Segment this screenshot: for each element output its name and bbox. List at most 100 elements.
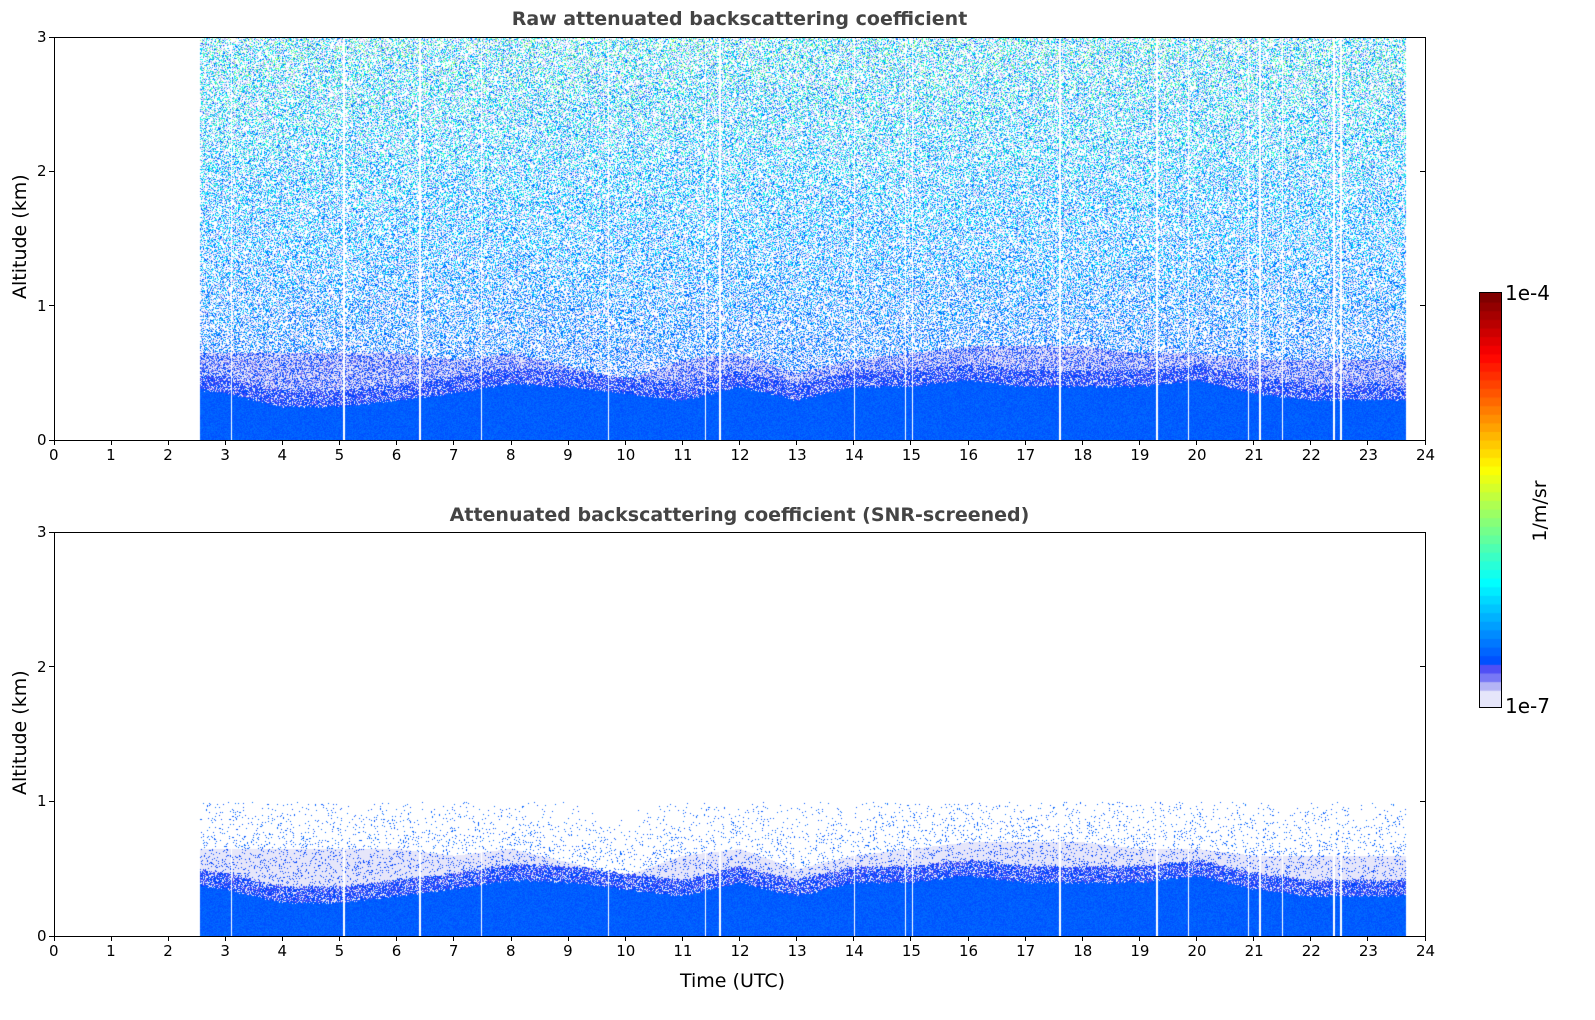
x-tick — [796, 936, 798, 941]
x-tick-label: 2 — [163, 942, 173, 960]
x-tick-label: 7 — [448, 942, 459, 960]
y-tick — [49, 439, 54, 441]
x-tick-label: 22 — [1301, 446, 1321, 464]
x-tick — [224, 440, 226, 445]
x-tick — [967, 440, 969, 445]
x-tick — [453, 440, 455, 445]
x-tick — [53, 440, 55, 445]
x-tick-label: 2 — [163, 446, 173, 464]
y-tick-label: 1 — [37, 296, 47, 315]
x-tick — [53, 936, 55, 941]
x-tick — [739, 440, 740, 445]
x-tick — [681, 936, 683, 941]
x-tick-label: 15 — [901, 446, 921, 464]
x-tick-label: 21 — [1244, 446, 1264, 464]
x-tick-label: 16 — [959, 942, 979, 960]
y-tick — [49, 305, 54, 307]
x-tick — [396, 440, 398, 445]
x-tick-label: 5 — [334, 942, 345, 960]
y-tick — [49, 531, 54, 533]
x-tick-label: 4 — [277, 446, 288, 464]
x-tick-label: 5 — [334, 446, 345, 464]
x-tick — [1024, 440, 1026, 445]
x-tick — [339, 936, 341, 941]
x-tick-label: 17 — [1016, 446, 1036, 464]
x-tick — [853, 936, 855, 941]
x-tick-label: 0 — [49, 942, 59, 960]
x-tick-label: 11 — [673, 942, 693, 960]
y-tick-right — [1420, 170, 1425, 172]
x-tick-label: 8 — [506, 446, 516, 464]
x-tick-label: 9 — [563, 942, 573, 960]
x-tick — [167, 936, 169, 941]
x-tick-label: 12 — [730, 942, 750, 960]
x-tick — [453, 936, 455, 941]
x-tick-label: 3 — [220, 446, 230, 464]
x-tick — [1081, 440, 1083, 445]
x-tick-label: 15 — [901, 942, 921, 960]
x-tick — [1138, 440, 1140, 445]
x-tick — [1196, 936, 1197, 941]
top-panel-title: Raw attenuated backscattering coefficien… — [511, 8, 968, 30]
x-tick — [739, 936, 740, 941]
x-tick-label: 23 — [1358, 942, 1378, 960]
x-tick-label: 8 — [506, 942, 516, 960]
x-tick — [510, 936, 512, 941]
x-tick-label: 1 — [106, 942, 116, 960]
x-tick-label: 18 — [1073, 942, 1093, 960]
y-tick — [49, 666, 54, 668]
x-tick-label: 10 — [616, 942, 636, 960]
x-tick-label: 0 — [49, 446, 59, 464]
x-tick-label: 24 — [1416, 446, 1436, 464]
x-tick — [1138, 936, 1140, 941]
x-tick — [567, 936, 569, 941]
y-tick-right — [1420, 531, 1425, 533]
x-tick — [282, 440, 283, 445]
bottom-y-axis-label: Altitude (km) — [9, 670, 31, 795]
x-tick-label: 6 — [391, 942, 402, 960]
colorbar-min-label: 1e-7 — [1505, 694, 1550, 718]
y-tick-label: 2 — [37, 162, 47, 181]
colorbar-max-label: 1e-4 — [1505, 281, 1550, 305]
y-tick — [49, 800, 54, 802]
x-tick-label: 23 — [1358, 446, 1378, 464]
x-tick — [567, 440, 569, 445]
y-tick-right — [1420, 800, 1425, 802]
x-tick — [796, 440, 798, 445]
x-tick-label: 14 — [844, 942, 864, 960]
x-tick — [1081, 936, 1083, 941]
x-tick-label: 11 — [673, 446, 693, 464]
x-tick-label: 9 — [563, 446, 573, 464]
x-tick — [1367, 936, 1369, 941]
top-heatmap — [54, 37, 1425, 440]
x-tick-label: 7 — [448, 446, 459, 464]
y-tick-right — [1420, 935, 1425, 937]
x-tick — [1253, 440, 1255, 445]
x-tick-label: 1 — [106, 446, 116, 464]
x-tick-label: 22 — [1301, 942, 1321, 960]
y-tick-right — [1420, 36, 1425, 38]
x-tick — [339, 440, 341, 445]
bottom-axes-frame — [54, 532, 1426, 937]
bottom-panel-title: Attenuated backscattering coefficient (S… — [449, 504, 1030, 526]
x-tick — [1310, 440, 1312, 445]
x-axis-label: Time (UTC) — [680, 970, 786, 992]
x-tick-label: 13 — [787, 446, 807, 464]
x-tick-label: 16 — [959, 446, 979, 464]
x-tick — [110, 936, 112, 941]
x-tick — [510, 440, 512, 445]
x-tick-label: 6 — [391, 446, 402, 464]
x-tick-label: 14 — [844, 446, 864, 464]
x-tick — [1196, 440, 1197, 445]
y-tick — [49, 935, 54, 937]
x-tick-label: 12 — [730, 446, 750, 464]
x-tick — [967, 936, 969, 941]
y-tick — [49, 36, 54, 38]
x-tick-label: 20 — [1187, 942, 1207, 960]
x-tick-label: 24 — [1416, 942, 1436, 960]
top-axes-frame — [54, 37, 1426, 441]
x-tick — [167, 440, 169, 445]
x-tick — [282, 936, 283, 941]
y-tick-right — [1420, 666, 1425, 668]
